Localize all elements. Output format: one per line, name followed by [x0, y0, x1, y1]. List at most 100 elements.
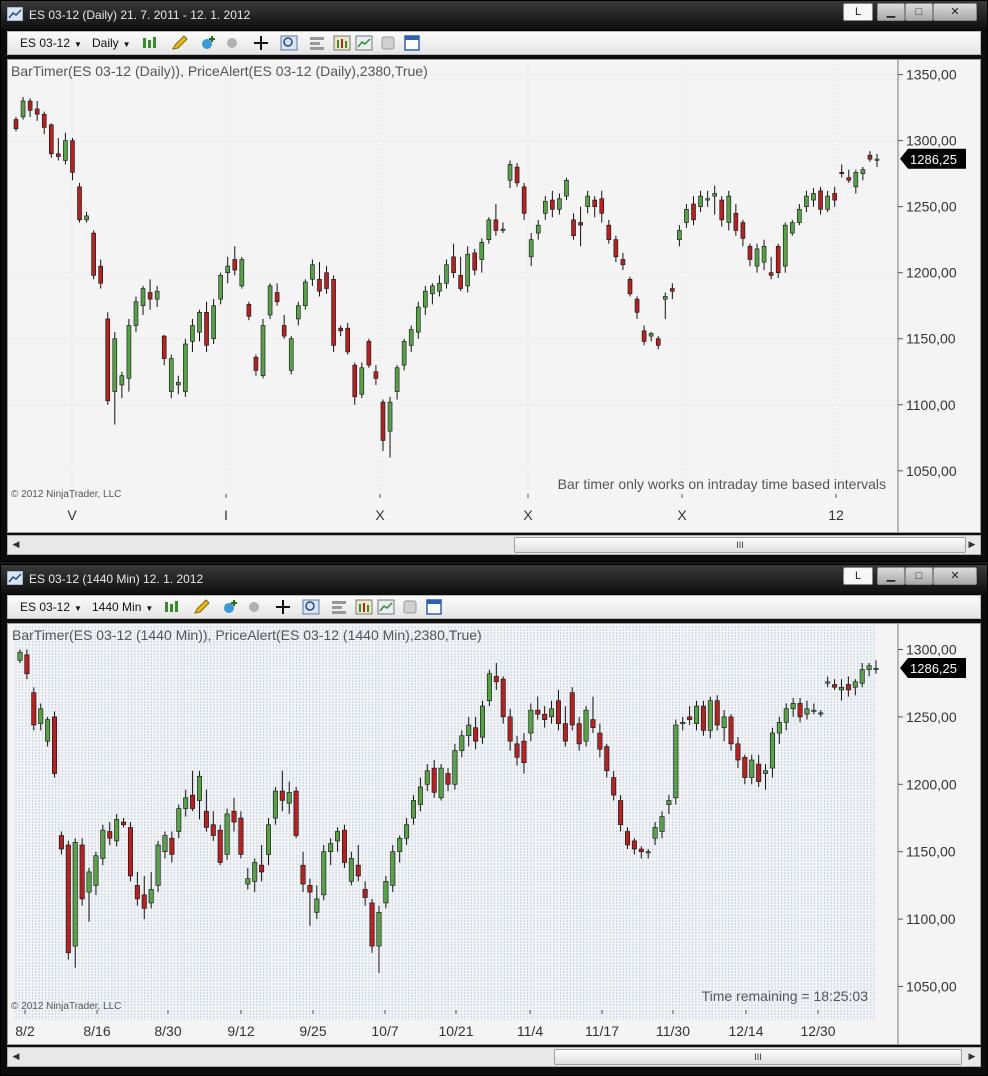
pencil-drawing-icon[interactable] [193, 599, 211, 615]
candle [604, 743, 610, 778]
scroll-right-arrow-icon[interactable]: ▶ [968, 539, 976, 549]
scrollbar-thumb[interactable]: III [514, 537, 966, 553]
candle [401, 338, 407, 371]
candle [217, 824, 223, 866]
candle-series [13, 97, 880, 458]
chart-panel[interactable]: 1350,00 1300,00 1250,00 1200,00 1150,00 1100,… [7, 59, 981, 533]
candle [397, 835, 403, 863]
candle [749, 754, 755, 785]
close-button[interactable]: ✕ [933, 3, 977, 21]
candle [41, 111, 47, 135]
candle [348, 851, 354, 886]
data-box-icon[interactable] [355, 599, 373, 615]
candle [576, 716, 582, 751]
candle [694, 700, 700, 731]
candle [480, 700, 486, 744]
price-axis-label: 1300,00 [906, 133, 957, 149]
scroll-left-arrow-icon[interactable]: ◀ [12, 1051, 20, 1061]
candle [618, 795, 624, 832]
candlestick-chart[interactable]: 1300,00 1250,00 1200,00 1150,00 1100,00 1050,… [8, 624, 981, 1044]
close-button[interactable]: ✕ [933, 567, 977, 585]
candle [369, 898, 375, 953]
candle [652, 822, 658, 845]
candle [514, 163, 520, 187]
bar-type-icon[interactable] [141, 35, 159, 51]
candle [279, 770, 285, 812]
candle [72, 838, 78, 968]
pencil-drawing-icon[interactable] [171, 35, 189, 51]
candle [458, 256, 463, 292]
horizontal-scrollbar[interactable]: ◀ III ▶ [7, 1047, 981, 1067]
candle [373, 365, 379, 385]
horizontal-scrollbar[interactable]: ◀ III ▶ [7, 535, 981, 555]
instrument-selector[interactable]: ES 03-12 ▼ [20, 36, 82, 50]
candle [648, 332, 654, 342]
candle [197, 309, 202, 342]
strategy-icon[interactable] [245, 599, 263, 615]
layout-button[interactable]: L [843, 3, 873, 21]
instrument-selector[interactable]: ES 03-12 ▼ [20, 600, 82, 614]
crosshair-icon[interactable] [274, 599, 292, 615]
time-axis-label: 11/4 [517, 1023, 543, 1039]
candle [472, 248, 478, 276]
maximize-button[interactable]: □ [905, 567, 933, 585]
crosshair-icon[interactable] [252, 35, 270, 51]
maximize-button[interactable]: □ [905, 3, 933, 21]
candle [408, 325, 414, 352]
strategy-icon[interactable] [223, 35, 241, 51]
chart-trader-icon[interactable] [355, 35, 373, 51]
candlestick-chart[interactable]: 1350,00 1300,00 1250,00 1200,00 1150,00 1100,… [8, 60, 981, 532]
candle [295, 301, 301, 326]
properties-icon[interactable] [308, 35, 326, 51]
candle [740, 219, 746, 247]
candle [58, 831, 64, 855]
candle [183, 789, 189, 817]
layout-button[interactable]: L [843, 567, 873, 585]
candle [761, 239, 767, 271]
window-linking-icon[interactable] [403, 35, 421, 51]
candle [763, 764, 769, 790]
svg-text:1286,25: 1286,25 [910, 661, 957, 676]
titlebar[interactable]: ES 03-12 (Daily) 21. 7. 2011 - 12. 1. 20… [1, 1, 987, 29]
data-box-icon[interactable] [333, 35, 351, 51]
candle [620, 252, 626, 271]
titlebar[interactable]: ES 03-12 (1440 Min) 12. 1. 2012 L ▁ □ ✕ [1, 565, 987, 593]
zoom-icon[interactable] [302, 599, 320, 615]
candle [645, 849, 651, 859]
candle [754, 243, 760, 273]
bar-timer-message: Bar timer only works on intraday time ba… [558, 476, 886, 492]
zoom-icon[interactable] [280, 35, 298, 51]
candle [782, 222, 788, 273]
interval-selector[interactable]: Daily ▼ [92, 36, 131, 50]
interval-selector[interactable]: 1440 Min ▼ [92, 600, 154, 614]
candle [430, 283, 435, 305]
properties-icon[interactable] [330, 599, 348, 615]
window-linking-icon[interactable] [425, 599, 443, 615]
candle [232, 246, 238, 276]
minimize-button[interactable]: ▁ [877, 567, 905, 585]
chart-panel[interactable]: 1300,00 1250,00 1200,00 1150,00 1100,00 1050,… [7, 623, 981, 1045]
candle [473, 716, 479, 750]
candle [359, 362, 365, 399]
candle [210, 811, 216, 841]
add-indicator-icon[interactable] [222, 599, 240, 615]
add-indicator-icon[interactable] [200, 35, 218, 51]
snapshot-icon[interactable] [379, 35, 397, 51]
scroll-left-arrow-icon[interactable]: ◀ [12, 539, 20, 549]
candle [698, 190, 703, 212]
candle [38, 703, 44, 731]
scrollbar-thumb[interactable]: III [554, 1049, 962, 1065]
candle [569, 687, 575, 731]
scroll-right-arrow-icon[interactable]: ▶ [968, 1051, 976, 1061]
candle [52, 711, 58, 778]
candle [691, 196, 696, 226]
chart-window-daily: ES 03-12 (Daily) 21. 7. 2011 - 12. 1. 20… [0, 0, 988, 562]
candle [597, 723, 603, 758]
snapshot-icon[interactable] [401, 599, 419, 615]
bar-type-icon[interactable] [163, 599, 181, 615]
minimize-button[interactable]: ▁ [877, 3, 905, 21]
candle [452, 743, 458, 790]
candle [859, 662, 865, 688]
candle [825, 676, 831, 688]
chart-trader-icon[interactable] [377, 599, 395, 615]
